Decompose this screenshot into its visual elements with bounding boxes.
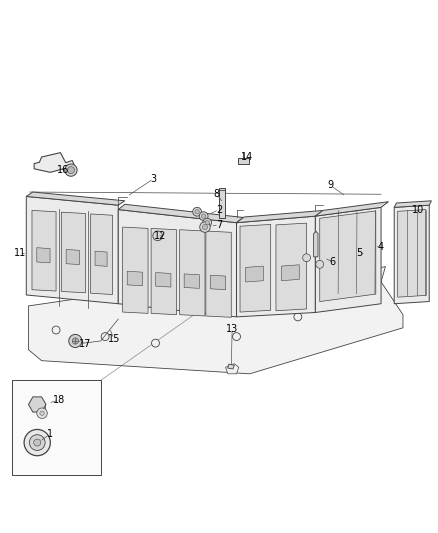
Polygon shape <box>394 201 431 207</box>
Text: 1: 1 <box>47 429 53 439</box>
Circle shape <box>195 209 199 214</box>
Polygon shape <box>276 223 307 311</box>
Text: 3: 3 <box>150 174 156 184</box>
Polygon shape <box>28 397 46 412</box>
Polygon shape <box>37 248 50 263</box>
Circle shape <box>294 313 302 321</box>
Text: 16: 16 <box>57 165 70 175</box>
Polygon shape <box>118 209 237 317</box>
Polygon shape <box>26 197 118 304</box>
Circle shape <box>316 260 324 268</box>
Text: 15: 15 <box>108 334 120 344</box>
Polygon shape <box>315 201 389 216</box>
Polygon shape <box>320 211 376 302</box>
Circle shape <box>200 222 210 232</box>
Circle shape <box>201 214 206 219</box>
Text: 6: 6 <box>330 257 336 267</box>
Circle shape <box>24 430 50 456</box>
Circle shape <box>202 224 208 230</box>
Text: 5: 5 <box>356 248 362 259</box>
Circle shape <box>205 221 209 225</box>
Polygon shape <box>237 211 323 223</box>
Text: 2: 2 <box>216 205 222 215</box>
Polygon shape <box>180 230 205 316</box>
Polygon shape <box>238 158 249 164</box>
Polygon shape <box>219 188 225 219</box>
Text: 8: 8 <box>214 189 220 199</box>
Polygon shape <box>237 216 315 317</box>
Text: 9: 9 <box>328 181 334 190</box>
Polygon shape <box>398 209 426 297</box>
Circle shape <box>72 338 78 344</box>
Polygon shape <box>34 152 74 172</box>
Circle shape <box>65 164 77 176</box>
Polygon shape <box>127 271 142 286</box>
Text: 18: 18 <box>53 395 65 405</box>
Polygon shape <box>394 205 429 304</box>
Polygon shape <box>226 364 239 374</box>
Circle shape <box>69 334 82 348</box>
Circle shape <box>193 207 201 216</box>
Text: 17: 17 <box>79 340 92 350</box>
Polygon shape <box>240 224 271 312</box>
Polygon shape <box>184 274 199 288</box>
Polygon shape <box>26 192 125 205</box>
Text: 7: 7 <box>216 220 222 230</box>
Polygon shape <box>151 229 177 314</box>
Circle shape <box>101 333 109 341</box>
Circle shape <box>199 212 208 221</box>
Circle shape <box>203 219 212 227</box>
Polygon shape <box>39 405 45 413</box>
Text: 10: 10 <box>412 205 424 215</box>
Polygon shape <box>210 275 226 289</box>
Circle shape <box>29 435 45 450</box>
Circle shape <box>303 254 311 262</box>
Circle shape <box>233 333 240 341</box>
Text: 13: 13 <box>226 324 238 334</box>
Polygon shape <box>66 249 79 264</box>
Polygon shape <box>206 231 231 317</box>
Polygon shape <box>28 266 403 374</box>
Polygon shape <box>91 214 113 295</box>
Circle shape <box>153 231 162 241</box>
Polygon shape <box>118 204 243 223</box>
Text: 14: 14 <box>241 152 254 162</box>
Circle shape <box>152 339 159 347</box>
Polygon shape <box>246 266 263 282</box>
Circle shape <box>67 167 74 174</box>
Polygon shape <box>155 272 171 287</box>
Text: 11: 11 <box>14 248 26 259</box>
Circle shape <box>37 408 47 418</box>
Polygon shape <box>123 227 148 313</box>
Polygon shape <box>12 381 101 474</box>
Polygon shape <box>61 212 85 293</box>
Polygon shape <box>228 364 234 369</box>
Polygon shape <box>282 265 299 281</box>
Circle shape <box>34 439 41 446</box>
Circle shape <box>40 411 44 415</box>
Circle shape <box>52 326 60 334</box>
Polygon shape <box>95 251 107 266</box>
Polygon shape <box>315 207 381 312</box>
Polygon shape <box>314 231 318 257</box>
Circle shape <box>351 289 359 297</box>
Polygon shape <box>32 211 56 291</box>
Text: 12: 12 <box>154 231 166 241</box>
Text: 4: 4 <box>378 242 384 252</box>
